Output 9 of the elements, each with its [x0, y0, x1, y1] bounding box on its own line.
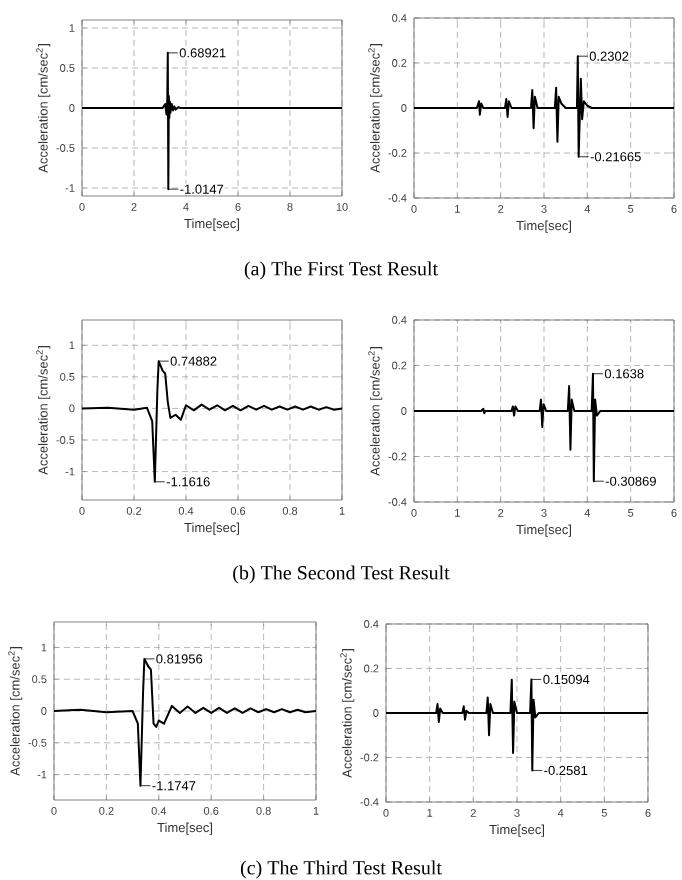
line-series [82, 51, 342, 191]
line-series [414, 372, 674, 483]
text: (a) The First Test Result [244, 261, 438, 280]
text: (b) The Second Test Result [233, 565, 450, 584]
line-series [54, 657, 316, 787]
line-series [386, 678, 648, 772]
line-series [82, 360, 342, 483]
text: (c) The Third Test Result [240, 860, 442, 879]
line-series [414, 55, 674, 158]
